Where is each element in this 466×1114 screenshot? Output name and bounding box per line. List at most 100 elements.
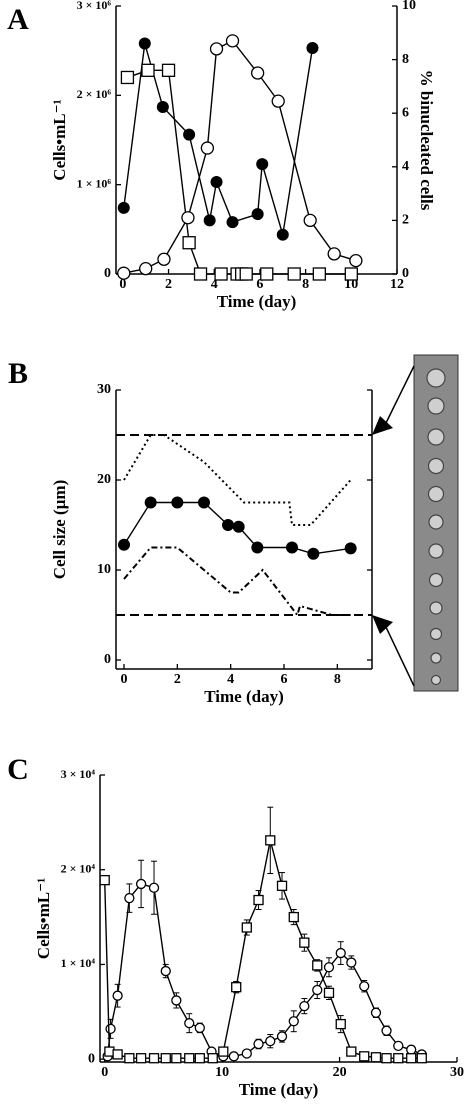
y2-tick-label: 6 <box>402 105 409 120</box>
data-point <box>271 94 285 108</box>
series-line <box>103 840 422 1059</box>
data-point <box>344 267 358 281</box>
data-point <box>306 41 319 54</box>
y-tick-label: 3 × 10⁶ <box>77 0 112 12</box>
data-point <box>225 34 240 48</box>
x-tick-label: 20 <box>333 1065 347 1080</box>
data-point <box>157 252 171 266</box>
arrow-head <box>372 416 393 435</box>
cell-images <box>426 368 446 686</box>
x-axis-label: Time (day) <box>217 292 297 311</box>
data-point <box>171 995 182 1006</box>
data-point <box>222 519 234 531</box>
panel-label: A <box>7 3 29 36</box>
x-axis-label: Time (day) <box>204 687 284 706</box>
data-point <box>214 267 228 281</box>
x-axis-label: Time (day) <box>239 1080 319 1099</box>
data-point <box>406 1044 417 1055</box>
y-tick-label: 0 <box>104 652 111 667</box>
y2-tick-label: 2 <box>402 213 409 228</box>
data-point <box>239 267 253 281</box>
data-point <box>253 1038 264 1050</box>
data-point <box>346 1046 357 1057</box>
x-tick-label: 8 <box>334 672 341 687</box>
data-point <box>194 1022 205 1034</box>
data-point <box>148 882 160 893</box>
data-point <box>307 547 320 560</box>
data-point <box>141 63 155 77</box>
data-point <box>370 1052 382 1063</box>
data-point <box>381 1053 392 1064</box>
data-point <box>198 496 210 509</box>
x-tick-label: 0 <box>119 277 126 292</box>
data-point <box>312 267 326 281</box>
data-point <box>124 892 135 904</box>
data-point <box>171 1053 182 1064</box>
arrow <box>384 365 415 426</box>
x-tick-label: 6 <box>281 672 288 687</box>
data-point <box>181 211 195 225</box>
y-tick-label: 30 <box>97 382 111 397</box>
y2-tick-label: 8 <box>402 52 409 67</box>
y-tick-label: 0 <box>104 266 111 281</box>
x-tick-label: 10 <box>344 277 358 292</box>
data-point <box>312 960 323 971</box>
data-point <box>349 253 363 268</box>
y2-tick-label: 10 <box>402 0 416 13</box>
data-point <box>299 937 310 948</box>
data-point <box>171 496 184 509</box>
y2-tick-label: 0 <box>402 266 409 281</box>
data-point <box>160 965 171 977</box>
data-point <box>393 1053 404 1064</box>
data-point <box>138 37 151 50</box>
data-point <box>160 1053 171 1064</box>
data-point <box>251 208 264 221</box>
data-point <box>346 957 357 968</box>
x-tick-label: 0 <box>121 672 128 687</box>
x-tick-label: 6 <box>256 277 263 292</box>
y-axis-label: Cells•mL⁻¹ <box>50 99 69 180</box>
series-line <box>123 39 357 274</box>
data-point <box>184 1053 195 1064</box>
data-point <box>370 1007 382 1018</box>
data-point <box>327 247 341 261</box>
y-tick-label: 1 × 10⁴ <box>61 956 96 970</box>
data-point <box>265 1036 276 1047</box>
data-point <box>323 987 335 999</box>
data-point <box>182 236 196 250</box>
data-point <box>312 984 323 996</box>
data-point <box>231 982 242 993</box>
data-point <box>241 1048 252 1059</box>
data-point <box>193 267 208 281</box>
data-point <box>303 213 317 228</box>
y2-tick-label: 4 <box>402 159 409 174</box>
data-point <box>148 1053 160 1064</box>
data-point <box>112 1049 123 1060</box>
data-point <box>276 880 288 891</box>
x-tick-label: 4 <box>227 672 234 687</box>
data-point <box>120 70 135 85</box>
data-point <box>276 228 289 241</box>
data-point <box>135 1053 147 1064</box>
data-point <box>161 63 176 77</box>
data-point <box>416 1053 427 1064</box>
y-tick-label: 0 <box>88 1051 95 1066</box>
data-point <box>183 128 196 141</box>
data-point <box>288 911 299 923</box>
data-point <box>203 214 216 227</box>
data-point <box>194 1053 205 1064</box>
arrow <box>384 624 415 687</box>
y2-axis-label: % binucleated cells <box>417 70 436 211</box>
data-point <box>359 1051 370 1062</box>
data-point <box>209 42 224 56</box>
data-point <box>276 1031 288 1042</box>
data-point <box>226 216 239 229</box>
y-axis-label: Cells•mL⁻¹ <box>34 878 53 959</box>
data-point <box>286 541 298 554</box>
y-tick-label: 2 × 10⁶ <box>77 87 112 101</box>
data-point <box>335 1018 346 1030</box>
x-tick-label: 10 <box>215 1065 229 1080</box>
y-tick-label: 1 × 10⁶ <box>77 176 112 190</box>
y-axis-label: Cell size (µm) <box>50 480 69 579</box>
